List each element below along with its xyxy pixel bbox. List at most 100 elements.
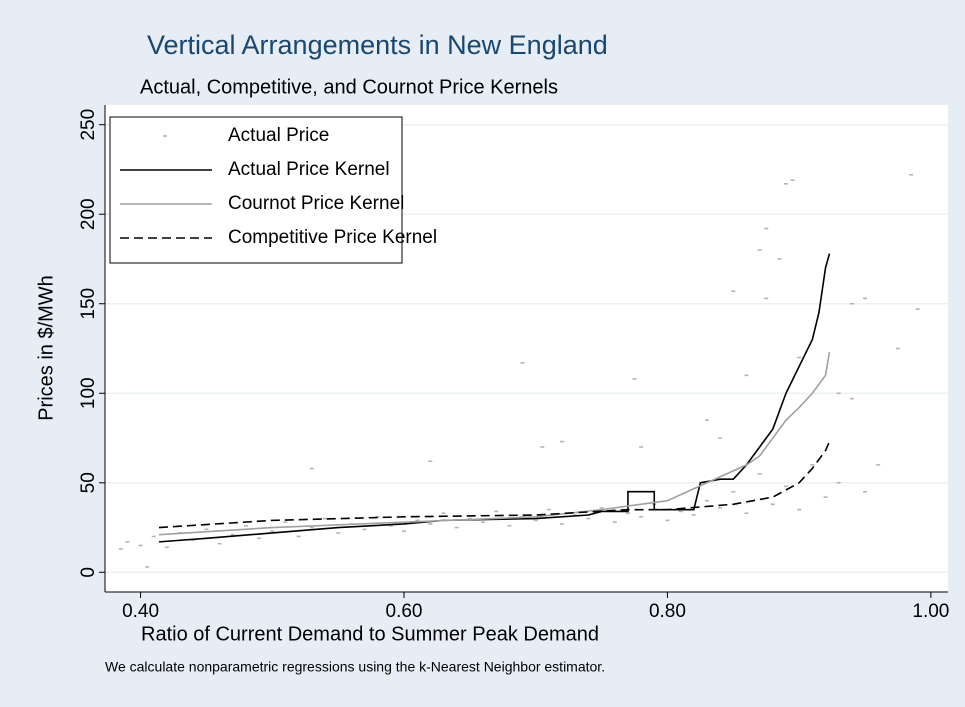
point xyxy=(625,512,630,515)
point xyxy=(283,521,288,523)
point xyxy=(494,510,499,513)
point xyxy=(481,521,486,523)
point xyxy=(849,302,854,305)
point xyxy=(783,485,788,488)
point xyxy=(836,481,841,484)
point xyxy=(718,437,723,439)
point xyxy=(257,537,262,540)
point xyxy=(863,490,868,493)
point xyxy=(876,464,881,466)
point xyxy=(533,519,538,522)
point xyxy=(467,517,472,520)
x-axis-title: Ratio of Current Demand to Summer Peak D… xyxy=(141,623,599,645)
point xyxy=(810,464,815,466)
point xyxy=(586,517,591,520)
point xyxy=(454,526,459,529)
point xyxy=(632,378,637,380)
point xyxy=(428,523,433,525)
y-tick-label: 50 xyxy=(78,472,99,493)
point xyxy=(309,526,314,529)
point xyxy=(573,514,578,516)
kernel-line xyxy=(158,351,831,536)
point xyxy=(138,544,143,547)
point xyxy=(540,446,545,448)
point xyxy=(402,530,407,532)
point xyxy=(388,524,393,527)
point xyxy=(164,546,169,549)
point xyxy=(243,524,248,527)
point xyxy=(336,532,341,534)
legend-label: Competitive Price Kernel xyxy=(228,227,437,248)
point xyxy=(744,374,749,377)
legend-label: Actual Price Kernel xyxy=(228,159,390,180)
point xyxy=(764,297,769,300)
point xyxy=(507,524,512,527)
chart-subtitle: Actual, Competitive, and Cournot Price K… xyxy=(140,76,558,98)
point xyxy=(770,503,775,506)
legend-symbol xyxy=(163,135,167,137)
point xyxy=(415,519,420,522)
point xyxy=(691,514,696,516)
point xyxy=(704,419,709,421)
point xyxy=(797,356,802,359)
point xyxy=(151,535,156,538)
point xyxy=(322,517,327,520)
point xyxy=(520,362,525,364)
point xyxy=(777,258,782,260)
x-tick-label: 0.60 xyxy=(386,601,423,622)
point xyxy=(704,499,709,502)
point xyxy=(612,521,617,523)
point xyxy=(546,508,551,511)
point xyxy=(230,533,235,536)
x-tick-label: 1.00 xyxy=(912,601,949,622)
point xyxy=(217,542,222,545)
y-tick-label: 150 xyxy=(78,288,99,320)
point xyxy=(823,496,828,498)
chart-title: Vertical Arrangements in New England xyxy=(147,30,608,60)
point xyxy=(599,507,604,509)
point xyxy=(757,249,762,251)
point xyxy=(639,446,644,448)
point xyxy=(915,308,920,310)
point xyxy=(678,510,683,513)
point xyxy=(757,473,762,475)
y-axis-title: Prices in $/MWh xyxy=(35,275,57,421)
point xyxy=(863,297,868,300)
y-tick-label: 0 xyxy=(78,567,99,578)
point xyxy=(441,512,446,515)
point xyxy=(731,290,736,293)
x-tick-label: 0.40 xyxy=(122,601,159,622)
point xyxy=(718,507,723,509)
point xyxy=(428,460,433,463)
point xyxy=(296,535,301,538)
point xyxy=(764,227,769,230)
legend-label: Actual Price xyxy=(228,125,329,146)
x-tick-label: 0.80 xyxy=(649,601,686,622)
point xyxy=(309,467,314,470)
legend-label: Cournot Price Kernel xyxy=(228,193,404,214)
point xyxy=(665,519,670,522)
point xyxy=(560,440,565,443)
point xyxy=(204,528,209,531)
kernel-line xyxy=(158,253,831,543)
point xyxy=(783,182,788,185)
point xyxy=(849,397,854,400)
point xyxy=(790,179,795,181)
y-tick-label: 200 xyxy=(78,198,99,230)
y-tick-label: 100 xyxy=(78,377,99,409)
legend-box xyxy=(109,116,403,264)
point xyxy=(118,548,123,550)
point xyxy=(270,530,275,532)
y-tick-label: 250 xyxy=(78,109,99,141)
point xyxy=(744,512,749,515)
point xyxy=(560,523,565,525)
point xyxy=(125,541,130,543)
point xyxy=(836,392,841,395)
point xyxy=(639,516,644,518)
point xyxy=(362,528,367,531)
point xyxy=(731,490,736,493)
point xyxy=(895,347,900,350)
point xyxy=(909,174,914,176)
point xyxy=(797,508,802,511)
